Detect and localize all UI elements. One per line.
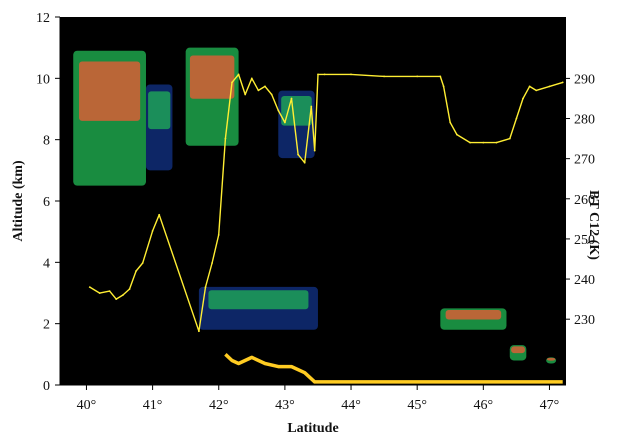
bt-point xyxy=(310,105,313,108)
bt-point xyxy=(528,85,531,88)
bt-point xyxy=(237,73,240,76)
bt-point xyxy=(224,137,227,140)
ground-return xyxy=(224,353,563,384)
bt-point xyxy=(141,262,144,264)
bt-point xyxy=(128,288,131,290)
bt-point xyxy=(469,141,471,144)
bt-point xyxy=(416,75,419,78)
bt-point xyxy=(303,161,306,164)
bt-point xyxy=(231,81,233,84)
bt-point xyxy=(217,234,220,236)
bt-point xyxy=(561,81,564,84)
bt-point xyxy=(121,294,124,296)
bt-point xyxy=(98,292,101,294)
x-tick-label: 44° xyxy=(341,398,361,413)
bt-point xyxy=(198,330,200,333)
bt-point xyxy=(108,290,111,292)
bt-point xyxy=(88,286,91,288)
x-tick-label: 46° xyxy=(474,398,494,413)
bt-point xyxy=(257,89,260,92)
x-tick-label: 47° xyxy=(540,398,560,413)
right-axis-ticks: 230 240 250 260 270 280 290 xyxy=(566,72,595,328)
lidar-layer-core-7 xyxy=(546,357,556,361)
left-tick-label: 6 xyxy=(43,195,50,210)
bt-point xyxy=(317,73,319,76)
bt-point xyxy=(383,75,385,78)
left-tick-label: 2 xyxy=(43,318,50,333)
lidar-layer-core-5 xyxy=(445,310,502,320)
left-tick-label: 4 xyxy=(43,256,50,271)
bt-line-0 xyxy=(89,73,563,332)
x-axis-ticks: 40° 41° 42° 43° 44° 45° 46° 47° xyxy=(60,384,566,413)
left-tick-label: 0 xyxy=(43,379,50,394)
bt-point xyxy=(495,141,498,144)
bt-point xyxy=(264,85,266,88)
x-axis-title: Latitude xyxy=(287,421,338,435)
bt-point xyxy=(313,149,316,152)
bt-point xyxy=(277,109,280,112)
bt-point xyxy=(548,85,551,88)
bt-point xyxy=(515,117,518,120)
bt-point xyxy=(211,262,214,264)
lidar-layer-core-6 xyxy=(511,346,525,354)
bt-point xyxy=(284,121,286,124)
lidar-layer-core-1 xyxy=(148,91,171,130)
left-tick-label: 12 xyxy=(36,11,50,26)
right-tick-label: 230 xyxy=(574,313,595,328)
bt-point xyxy=(350,73,352,76)
right-tick-label: 280 xyxy=(574,113,595,128)
ground-return-line xyxy=(224,353,563,384)
right-tick-label: 240 xyxy=(574,273,595,288)
bt-point xyxy=(151,230,154,232)
right-tick-label: 250 xyxy=(574,233,595,248)
bt-point xyxy=(449,121,452,124)
bt-point xyxy=(270,93,273,96)
bt-point xyxy=(244,93,247,96)
lidar-layer-core-3 xyxy=(281,95,312,126)
bt-point xyxy=(456,133,458,136)
lidar-layers xyxy=(73,47,557,364)
bt-point xyxy=(439,75,442,78)
x-tick-label: 40° xyxy=(77,398,97,413)
bt-point xyxy=(158,213,161,216)
left-axis-ticks: 0 2 4 6 8 10 12 xyxy=(36,11,61,394)
right-tick-label: 260 xyxy=(574,193,595,208)
left-tick-label: 8 xyxy=(43,134,50,149)
bt-point xyxy=(482,141,485,144)
bt-point xyxy=(135,270,138,272)
x-tick-label: 43° xyxy=(275,398,295,413)
bt-point xyxy=(115,298,118,300)
left-axis-title: Altitude (km) xyxy=(11,160,26,242)
right-tick-label: 270 xyxy=(574,153,595,168)
bt-point xyxy=(535,89,538,92)
x-tick-label: 45° xyxy=(407,398,427,413)
left-tick-label: 10 xyxy=(36,72,50,87)
bt-point xyxy=(323,73,326,76)
bt-point xyxy=(204,286,207,288)
bt-point xyxy=(522,97,524,100)
lidar-layer-core-4 xyxy=(208,290,309,310)
lidar-layer-core-0 xyxy=(79,61,141,121)
bt-point xyxy=(250,77,253,80)
lidar-layer-core-2 xyxy=(189,55,235,99)
bt-series xyxy=(88,73,564,333)
right-tick-label: 290 xyxy=(574,72,595,87)
bt-point xyxy=(442,85,445,88)
x-tick-label: 42° xyxy=(209,398,229,413)
right-axis-title: BT C12 (K) xyxy=(586,190,601,260)
bt-point xyxy=(290,97,293,100)
x-tick-label: 41° xyxy=(143,398,163,413)
bt-point xyxy=(297,153,299,156)
bt-point xyxy=(508,137,511,140)
